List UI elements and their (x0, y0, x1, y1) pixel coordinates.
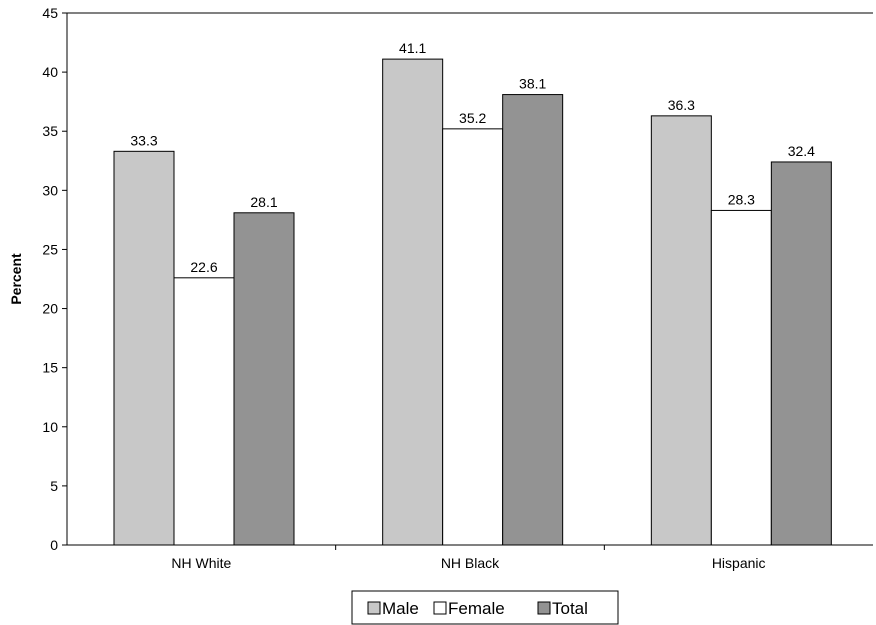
bar-total-3 (770, 161, 832, 546)
y-tick-label: 35 (42, 123, 58, 139)
y-tick-label: 15 (42, 360, 58, 376)
legend-swatch-female (433, 601, 447, 615)
data-label: 36.3 (668, 97, 695, 113)
data-label: 41.1 (399, 40, 426, 56)
data-label: 32.4 (788, 143, 815, 159)
bar-male-2 (382, 58, 444, 546)
y-axis-title: Percent (8, 253, 24, 305)
data-labels: 33.3 22.6 28.1 41.1 35.2 38.1 36.3 28.3 32.4 (130, 40, 815, 275)
y-tick-label: 10 (42, 419, 58, 435)
bar-male-3 (650, 115, 712, 546)
x-category-label: NH Black (441, 555, 500, 571)
data-label: 38.1 (519, 76, 546, 92)
y-tick-label: 25 (42, 241, 58, 257)
legend-label-total: Total (552, 599, 588, 618)
bars (113, 58, 832, 546)
y-tick-label: 30 (42, 182, 58, 198)
bar-female-1 (173, 277, 235, 546)
y-tick-label: 5 (50, 478, 58, 494)
legend-swatch-total (537, 601, 551, 615)
y-axis-ticks: 0 5 10 15 20 25 30 35 40 45 (42, 5, 67, 553)
bar-female-3 (710, 209, 772, 546)
x-category-label: NH White (171, 555, 231, 571)
data-label: 33.3 (130, 132, 157, 148)
y-tick-label: 40 (42, 64, 58, 80)
x-axis-ticks: NH White NH Black Hispanic (171, 545, 766, 571)
data-label: 35.2 (459, 110, 486, 126)
bar-total-1 (233, 212, 295, 546)
data-label: 28.3 (728, 191, 755, 207)
y-tick-label: 45 (42, 5, 58, 21)
bar-female-2 (442, 128, 504, 546)
x-category-label: Hispanic (712, 555, 766, 571)
legend-label-female: Female (448, 599, 505, 618)
y-tick-label: 0 (50, 537, 58, 553)
bar-male-1 (113, 150, 175, 546)
legend-label-male: Male (382, 599, 419, 618)
y-tick-label: 20 (42, 301, 58, 317)
legend: Male Female Total (351, 590, 619, 625)
bar-total-2 (502, 94, 564, 546)
data-label: 28.1 (250, 194, 277, 210)
data-label: 22.6 (190, 259, 217, 275)
legend-box (351, 590, 619, 625)
legend-swatch-male (367, 601, 381, 615)
